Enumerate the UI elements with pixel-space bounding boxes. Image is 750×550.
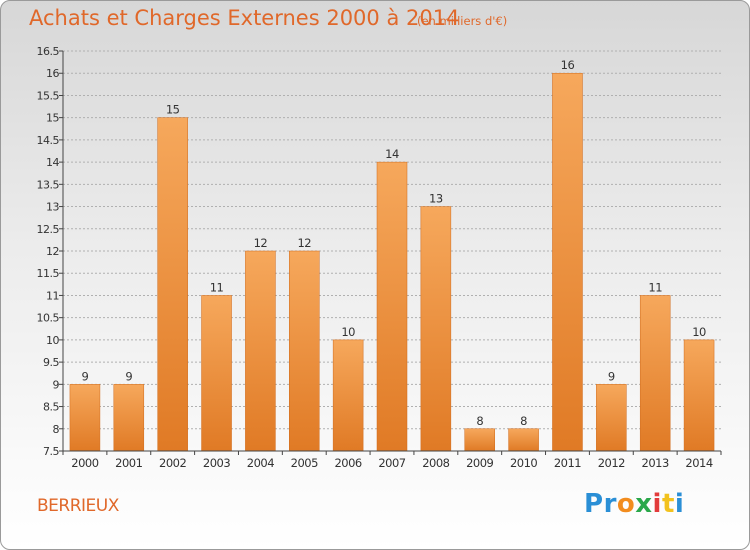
bar-value-label: 13 [429, 192, 443, 206]
bar [289, 250, 320, 452]
y-tick-label: 15.5 [37, 89, 60, 102]
commune-name: BERRIEUX [37, 496, 119, 516]
y-tick-label: 15 [46, 112, 59, 125]
bar [245, 250, 276, 452]
axis-layer: 7.5 8 8.5 9 9.5 10 10.5 11 11.5 12 12.5 13 13.5 14 14.… [37, 45, 722, 470]
y-tick-label: 16 [46, 67, 59, 80]
bar [157, 117, 188, 452]
bar-value-label: 12 [254, 236, 268, 250]
bar [464, 428, 495, 452]
x-tick-label: 2011 [554, 456, 581, 470]
bar-value-label: 10 [341, 325, 355, 339]
logo-letter: i [674, 489, 685, 519]
x-tick-label: 2010 [510, 456, 537, 470]
y-tick-label: 14.5 [37, 134, 60, 147]
y-tick-label: 7.5 [43, 445, 59, 458]
x-tick-label: 2009 [466, 456, 493, 470]
x-tick-label: 2013 [642, 456, 669, 470]
logo-letter: P [584, 489, 604, 519]
logo-letter: t [661, 489, 675, 519]
bar [508, 428, 539, 452]
y-tick-label: 8 [53, 423, 60, 436]
bar-value-label: 16 [561, 58, 575, 72]
y-tick-label: 14 [46, 156, 59, 169]
bar-value-label: 9 [608, 369, 615, 383]
x-tick-label: 2004 [247, 456, 274, 470]
x-tick-label: 2006 [334, 456, 361, 470]
y-tick-label: 11 [46, 289, 59, 302]
bar-value-label: 8 [476, 414, 483, 428]
y-tick-label: 12 [46, 245, 59, 258]
x-tick-label: 2003 [203, 456, 230, 470]
x-tick-label: 2007 [378, 456, 405, 470]
bar [683, 339, 715, 452]
bar-value-label: 9 [82, 369, 89, 383]
logo-letter: i [652, 489, 662, 519]
bar-value-label: 12 [297, 236, 311, 250]
logo-letter: x [635, 489, 653, 519]
bar-value-label: 11 [210, 280, 224, 294]
y-tick-label: 13.5 [37, 178, 60, 191]
bar [420, 206, 452, 452]
bar [332, 339, 364, 452]
bar-value-label: 8 [520, 414, 527, 428]
y-tick-label: 13 [46, 201, 59, 214]
bar [376, 161, 408, 452]
bar-value-label: 14 [385, 147, 399, 161]
x-tick-label: 2002 [159, 456, 186, 470]
y-tick-label: 9.5 [43, 356, 59, 369]
y-tick-label: 16.5 [37, 45, 60, 58]
chart-subtitle: (en milliers d'€) [417, 14, 508, 28]
y-tick-label: 10 [46, 334, 59, 347]
bar [552, 72, 583, 452]
bar-layer [69, 72, 715, 452]
bar [639, 295, 671, 452]
y-tick-label: 10.5 [37, 312, 60, 325]
bar-value-label: 15 [166, 103, 180, 117]
x-tick-label: 2008 [422, 456, 449, 470]
proxiti-logo: Proxiti [584, 489, 684, 519]
logo-letter: r [603, 489, 617, 519]
x-tick-label: 2014 [685, 456, 712, 470]
y-tick-label: 12.5 [37, 223, 60, 236]
y-tick-label: 8.5 [43, 401, 59, 414]
bar [201, 295, 232, 452]
x-tick-label: 2005 [291, 456, 318, 470]
label-layer: 9 9 15 11 12 12 10 14 13 8 8 16 9 11 10 [82, 58, 707, 428]
bar-value-label: 11 [648, 280, 662, 294]
bar-value-label: 9 [125, 369, 132, 383]
y-tick-label: 11.5 [37, 267, 60, 280]
x-tick-label: 2000 [71, 456, 98, 470]
x-tick-label: 2012 [598, 456, 625, 470]
y-tick-label: 9 [53, 378, 60, 391]
bar-value-label: 10 [692, 325, 706, 339]
x-tick-label: 2001 [115, 456, 142, 470]
bar [113, 384, 145, 452]
chart-title: Achats et Charges Externes 2000 à 2014 [29, 6, 460, 30]
bar [596, 384, 627, 452]
bar [69, 384, 101, 452]
logo-letter: o [616, 489, 636, 519]
